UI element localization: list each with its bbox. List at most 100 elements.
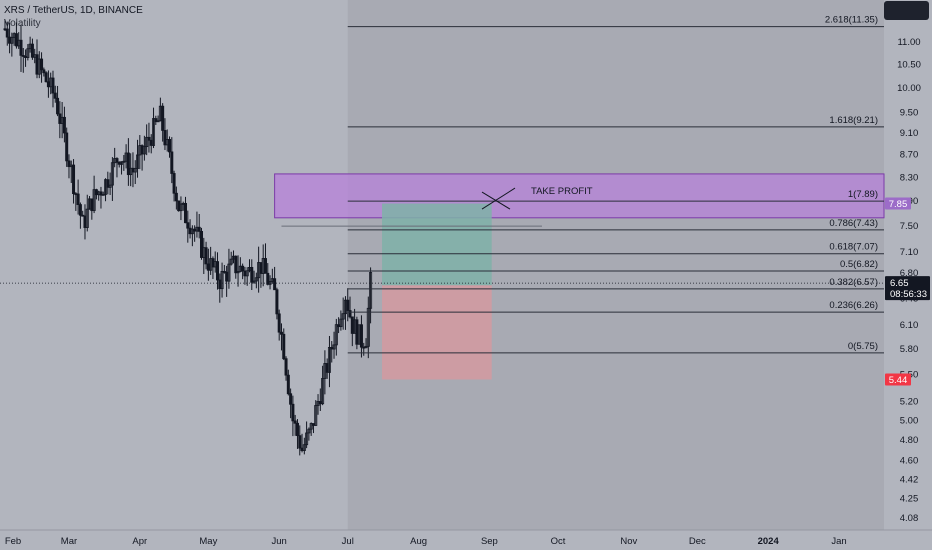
fib-level-label: 1.618(9.21)	[829, 115, 878, 126]
candle-body	[81, 214, 85, 217]
candle-body	[268, 281, 272, 285]
candle-body	[220, 270, 224, 290]
candle-body	[241, 265, 245, 272]
fib-level-label: 0.5(6.82)	[840, 259, 878, 270]
fib-level-label: 0.618(7.07)	[829, 242, 878, 253]
candle-body	[8, 36, 12, 44]
fib-level-label: 0.382(6.57)	[829, 277, 878, 288]
candle-body	[275, 289, 279, 315]
candle-body	[51, 77, 55, 94]
cross-mark-line	[481, 187, 516, 210]
price-axis-tick: 10.50	[897, 59, 921, 70]
candle-body	[263, 258, 267, 274]
candle-body	[200, 230, 204, 258]
time-axis-label: Mar	[61, 536, 77, 547]
candle-body	[266, 272, 270, 285]
price-axis-tick: 8.70	[900, 150, 919, 161]
candle-body	[314, 405, 318, 426]
fib-level-label: 1(7.89)	[848, 189, 878, 200]
candle-body	[305, 432, 309, 446]
candle-body	[366, 307, 370, 347]
candle-body	[334, 324, 338, 346]
candle-body	[337, 324, 341, 328]
candle-body	[327, 347, 331, 373]
candle-body	[227, 263, 231, 282]
candle-body	[126, 152, 130, 176]
time-axis-label: Feb	[5, 536, 21, 547]
candle-body	[174, 192, 178, 202]
candle-body	[311, 423, 315, 426]
candle-body	[339, 318, 343, 328]
candle-body	[243, 270, 247, 277]
candle-body	[234, 255, 238, 274]
fib-level-label: 0(5.75)	[848, 341, 878, 352]
candle-body	[46, 81, 50, 88]
candle-body	[65, 132, 69, 162]
candle-body	[110, 162, 114, 186]
candle-body	[259, 262, 263, 274]
candle-body	[318, 401, 322, 405]
symbol-title[interactable]: XRS / TetherUS, 1D, BINANCE	[4, 5, 143, 16]
candle-body	[350, 316, 354, 334]
candle-body	[321, 378, 325, 405]
position-stop-area	[382, 285, 492, 380]
price-axis-tick: 4.25	[900, 493, 919, 504]
time-axis-label: Jul	[342, 536, 354, 547]
candle-body	[286, 374, 290, 395]
candle-body	[362, 346, 366, 349]
candle-body	[83, 215, 87, 228]
candle-body	[14, 33, 18, 47]
price-axis-tick: 4.60	[900, 455, 919, 466]
candle-body	[53, 92, 57, 99]
candle-body	[67, 160, 71, 168]
candle-body	[225, 271, 229, 282]
candle-body	[76, 193, 80, 205]
candle-body	[215, 261, 219, 281]
current-price-tag	[885, 276, 930, 301]
candle-body	[252, 280, 256, 283]
fib-level-label: 0.236(6.26)	[829, 300, 878, 311]
candle-body	[359, 324, 363, 348]
candle-body	[277, 313, 281, 333]
candle-body	[168, 139, 172, 153]
candle-body	[115, 158, 119, 163]
candle-body	[161, 105, 165, 131]
candle-body	[348, 310, 352, 318]
candle-body	[204, 247, 208, 265]
candle-body	[179, 203, 183, 212]
candle-body	[140, 145, 144, 155]
candle-body	[58, 113, 62, 124]
time-axis-label: Aug	[410, 536, 427, 547]
candle-body	[94, 189, 98, 196]
candle-body	[92, 189, 96, 212]
candle-body	[245, 270, 249, 277]
candle-body	[250, 267, 254, 283]
candle-body	[72, 164, 76, 195]
take-profit-zone	[274, 173, 885, 219]
candle-body	[170, 151, 174, 174]
candle-body	[236, 271, 240, 274]
candle-body	[325, 363, 329, 373]
candle-body	[289, 393, 293, 405]
candle-body	[193, 228, 197, 232]
candle-body	[222, 270, 226, 273]
countdown-timer: 08:56:33	[890, 289, 927, 300]
candle-body	[279, 331, 283, 335]
price-axis-tick: 9.50	[900, 108, 919, 119]
candle-body	[291, 403, 295, 422]
time-axis-label: May	[199, 536, 217, 547]
candle-body	[206, 263, 210, 271]
candle-body	[19, 39, 23, 56]
candle-body	[74, 193, 78, 196]
price-axis-tick: 5.80	[900, 344, 919, 355]
time-axis-label: Sep	[481, 536, 498, 547]
candle-body	[307, 428, 311, 434]
candle-body	[284, 358, 288, 376]
price-axis-tick: 7.10	[900, 247, 919, 258]
candle-body	[184, 202, 188, 224]
top-right-toolbar-button[interactable]	[884, 1, 929, 20]
candle-body	[99, 191, 103, 196]
position-target-area	[382, 203, 492, 286]
